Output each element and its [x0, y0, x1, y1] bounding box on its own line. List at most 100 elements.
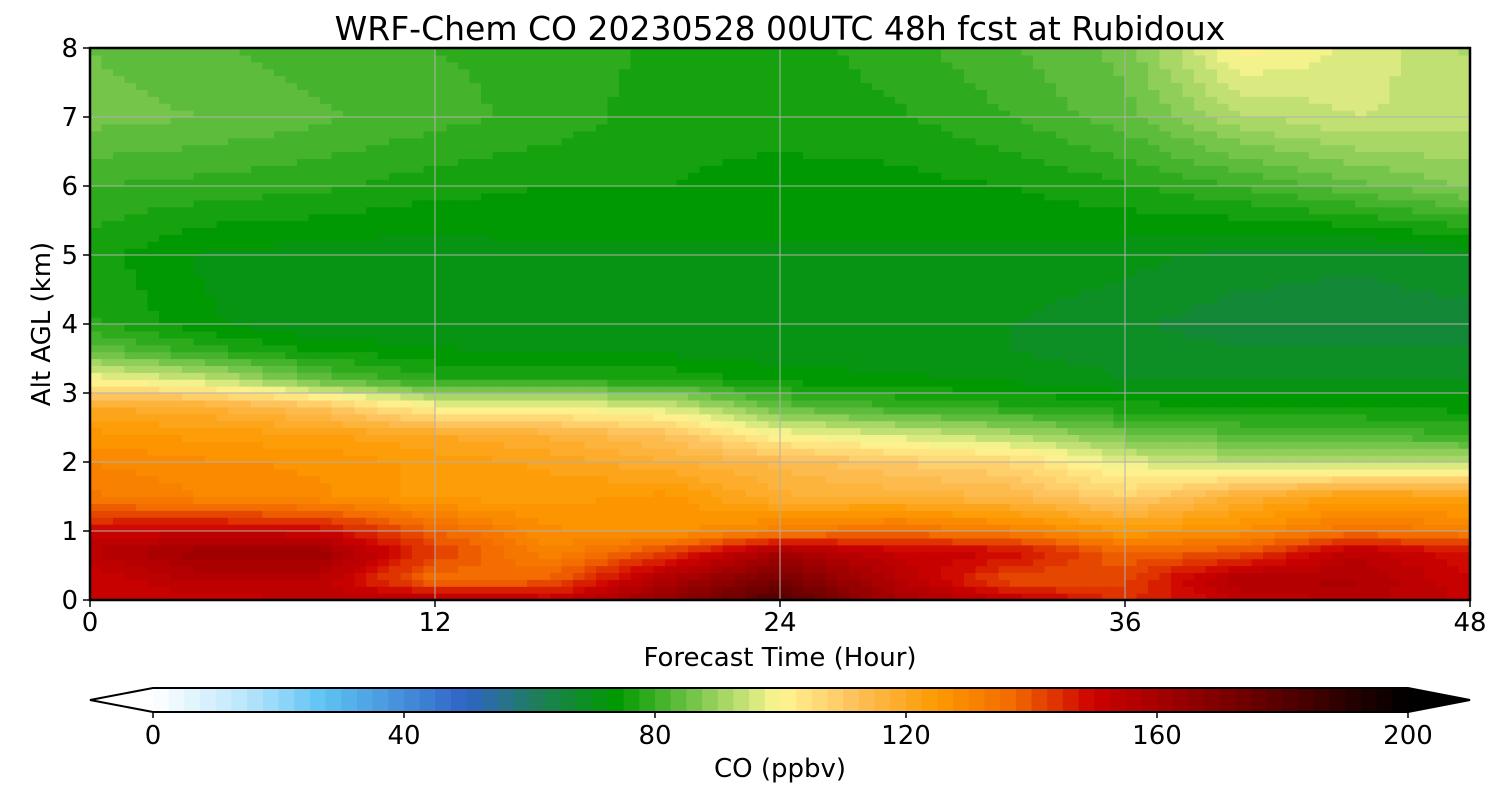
heatmap-cell: [699, 489, 712, 498]
heatmap-cell: [883, 365, 896, 373]
heatmap-cell: [1102, 537, 1115, 546]
heatmap-cell: [1113, 572, 1126, 580]
heatmap-cell: [1021, 537, 1034, 546]
heatmap-cell: [757, 372, 770, 380]
heatmap-cell: [320, 406, 333, 415]
heatmap-cell: [389, 489, 402, 498]
heatmap-cell: [895, 455, 908, 463]
heatmap-cell: [964, 510, 977, 518]
heatmap-cell: [1228, 393, 1241, 401]
heatmap-cell: [1056, 475, 1069, 484]
heatmap-cell: [170, 517, 183, 525]
heatmap-cell: [228, 565, 241, 573]
heatmap-cell: [262, 372, 275, 380]
heatmap-cell: [642, 420, 655, 429]
heatmap-cell: [469, 475, 482, 484]
heatmap-cell: [1010, 317, 1023, 325]
heatmap-cell: [1458, 441, 1470, 449]
heatmap-cell: [688, 544, 701, 553]
heatmap-cell: [389, 579, 402, 587]
heatmap-cell: [205, 455, 218, 463]
heatmap-cell: [366, 565, 379, 573]
heatmap-cell: [1412, 324, 1425, 332]
heatmap-cell: [607, 441, 620, 449]
heatmap-cell: [377, 537, 390, 546]
heatmap-cell: [607, 462, 620, 470]
heatmap-cell: [941, 310, 954, 318]
heatmap-cell: [1079, 399, 1092, 408]
heatmap-cell: [1378, 330, 1391, 339]
heatmap-cell: [584, 379, 597, 387]
heatmap-cell: [860, 524, 873, 532]
heatmap-cell: [1378, 399, 1391, 408]
heatmap-cell: [1148, 413, 1161, 422]
heatmap-cell: [515, 372, 528, 380]
heatmap-cell: [1171, 386, 1184, 394]
heatmap-cell: [297, 372, 310, 380]
heatmap-cell: [676, 324, 689, 332]
heatmap-cell: [504, 365, 517, 373]
heatmap-cell: [573, 524, 586, 532]
heatmap-cell: [124, 455, 137, 463]
heatmap-cell: [343, 558, 356, 567]
heatmap-cell: [837, 462, 850, 470]
heatmap-cell: [458, 586, 471, 594]
heatmap-cell: [193, 531, 206, 539]
heatmap-cell: [159, 531, 172, 539]
heatmap-cell: [1435, 379, 1448, 387]
heatmap-cell: [665, 399, 678, 408]
heatmap-cell: [113, 344, 126, 353]
heatmap-cell: [136, 441, 149, 449]
heatmap-cell: [527, 324, 540, 332]
heatmap-cell: [90, 572, 103, 580]
heatmap-cell: [1320, 524, 1333, 532]
heatmap-cell: [1056, 372, 1069, 380]
heatmap-cell: [1251, 379, 1264, 387]
heatmap-cell: [366, 482, 379, 491]
heatmap-cell: [1389, 427, 1402, 435]
heatmap-cell: [1389, 517, 1402, 525]
heatmap-cell: [906, 572, 919, 580]
heatmap-cell: [906, 379, 919, 387]
heatmap-cell: [642, 379, 655, 387]
heatmap-cell: [1412, 330, 1425, 339]
heatmap-cell: [274, 310, 287, 318]
heatmap-cell: [1332, 420, 1345, 429]
heatmap-cell: [791, 558, 804, 567]
heatmap-cell: [1033, 503, 1046, 511]
heatmap-cell: [1182, 317, 1195, 325]
heatmap-cell: [1412, 399, 1425, 408]
heatmap-cell: [469, 358, 482, 366]
heatmap-cell: [1309, 365, 1322, 373]
heatmap-cell: [619, 358, 632, 366]
heatmap-cell: [343, 413, 356, 422]
heatmap-cell: [262, 524, 275, 532]
heatmap-cell: [297, 565, 310, 573]
heatmap-cell: [1320, 358, 1333, 366]
heatmap-cell: [630, 399, 643, 408]
heatmap-cell: [1378, 475, 1391, 484]
heatmap-cell: [308, 399, 321, 408]
heatmap-cell: [1332, 399, 1345, 408]
heatmap-cell: [262, 462, 275, 470]
heatmap-cell: [492, 434, 505, 442]
heatmap-cell: [446, 468, 459, 477]
heatmap-cell: [998, 510, 1011, 518]
heatmap-cell: [584, 496, 597, 504]
heatmap-cell: [193, 330, 206, 339]
heatmap-cell: [941, 427, 954, 435]
heatmap-cell: [665, 517, 678, 525]
heatmap-cell: [722, 372, 735, 380]
heatmap-cell: [504, 537, 517, 546]
heatmap-cell: [170, 572, 183, 580]
heatmap-cell: [251, 565, 264, 573]
heatmap-cell: [688, 475, 701, 484]
heatmap-cell: [665, 537, 678, 546]
heatmap-cell: [504, 496, 517, 504]
heatmap-cell: [688, 537, 701, 546]
heatmap-cell: [423, 503, 436, 511]
heatmap-cell: [1412, 455, 1425, 463]
heatmap-cell: [262, 310, 275, 318]
heatmap-cell: [964, 475, 977, 484]
heatmap-cell: [205, 537, 218, 546]
